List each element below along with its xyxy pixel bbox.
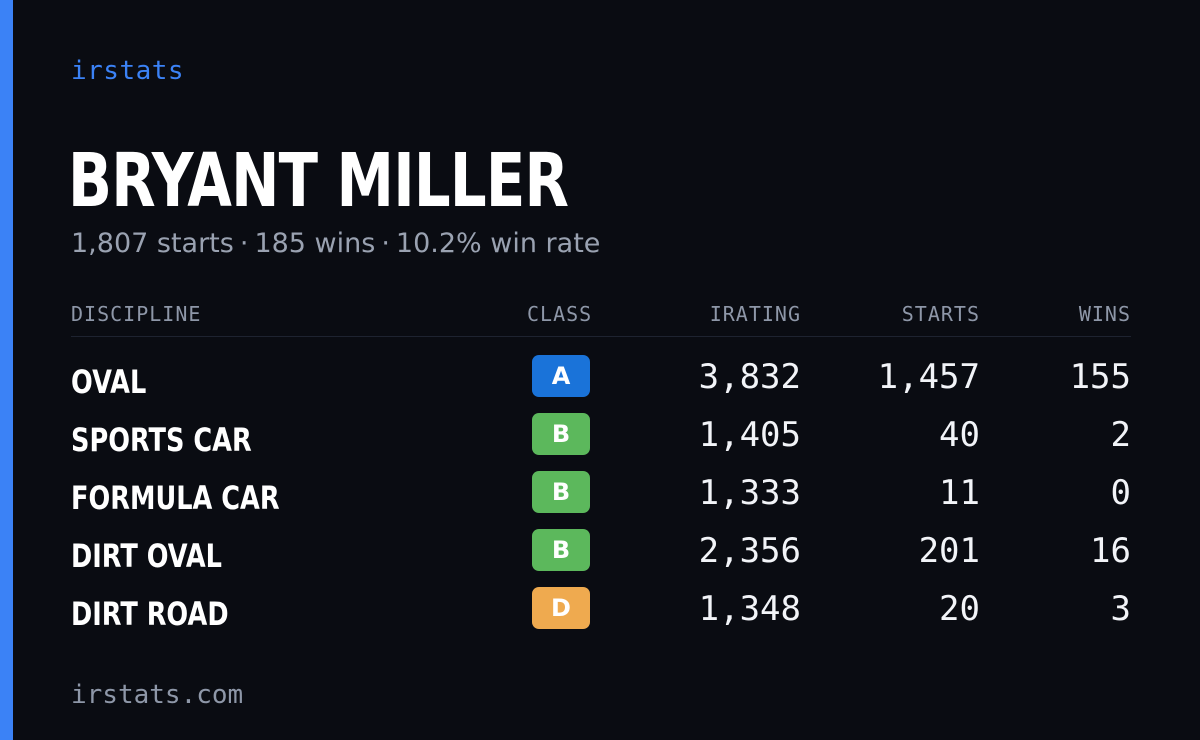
class-badge: B — [532, 413, 590, 455]
irating-value: 1,405 — [698, 415, 801, 455]
starts-value: 1,457 — [877, 357, 980, 397]
wins-value: 155 — [1069, 357, 1131, 397]
table-row: SPORTS CAR B 1,405 40 2 — [71, 411, 1131, 469]
table-header: DISCIPLINE CLASS IRATING STARTS WINS — [71, 296, 1131, 337]
table-body: OVAL A 3,832 1,457 155 SPORTS CAR B 1,40… — [71, 337, 1131, 643]
summary-separator: · — [239, 228, 249, 259]
accent-bar — [0, 0, 13, 740]
table-row: FORMULA CAR B 1,333 11 0 — [71, 469, 1131, 527]
header-starts: STARTS — [901, 302, 980, 326]
wins-value: 3 — [1110, 589, 1131, 629]
discipline-name: FORMULA CAR — [71, 479, 280, 517]
wins-value: 2 — [1110, 415, 1131, 455]
class-badge: D — [532, 587, 590, 629]
header-discipline: DISCIPLINE — [71, 302, 202, 326]
header-irating: IRATING — [709, 302, 801, 326]
table-row: DIRT ROAD D 1,348 20 3 — [71, 585, 1131, 643]
discipline-table: DISCIPLINE CLASS IRATING STARTS WINS OVA… — [71, 296, 1131, 643]
driver-name: BRYANT MILLER — [68, 138, 569, 224]
irating-value: 1,348 — [698, 589, 801, 629]
class-badge: A — [532, 355, 590, 397]
discipline-name: DIRT ROAD — [71, 595, 229, 633]
discipline-name: OVAL — [71, 363, 147, 401]
starts-value: 40 — [939, 415, 980, 455]
class-badge: B — [532, 529, 590, 571]
starts-value: 201 — [918, 531, 980, 571]
summary-starts: 1,807 starts — [71, 228, 234, 259]
wins-value: 16 — [1090, 531, 1131, 571]
summary-separator: · — [381, 228, 390, 259]
table-row: DIRT OVAL B 2,356 201 16 — [71, 527, 1131, 585]
starts-value: 20 — [939, 589, 980, 629]
irating-value: 2,356 — [698, 531, 801, 571]
summary-wins: 185 wins — [254, 228, 376, 259]
class-badge: B — [532, 471, 590, 513]
irating-value: 1,333 — [698, 473, 801, 513]
header-class: CLASS — [527, 302, 593, 326]
header-wins: WINS — [1078, 302, 1131, 326]
footer-url: irstats.com — [71, 680, 244, 710]
discipline-name: DIRT OVAL — [71, 537, 222, 575]
table-row: OVAL A 3,832 1,457 155 — [71, 353, 1131, 411]
irating-value: 3,832 — [698, 357, 801, 397]
summary-win-rate: 10.2% win rate — [395, 228, 601, 259]
discipline-name: SPORTS CAR — [71, 421, 252, 459]
wins-value: 0 — [1110, 473, 1131, 513]
driver-summary: 1,807 starts · 185 wins · 10.2% win rate — [71, 228, 600, 259]
brand-logo: irstats — [71, 56, 185, 86]
starts-value: 11 — [939, 473, 980, 513]
